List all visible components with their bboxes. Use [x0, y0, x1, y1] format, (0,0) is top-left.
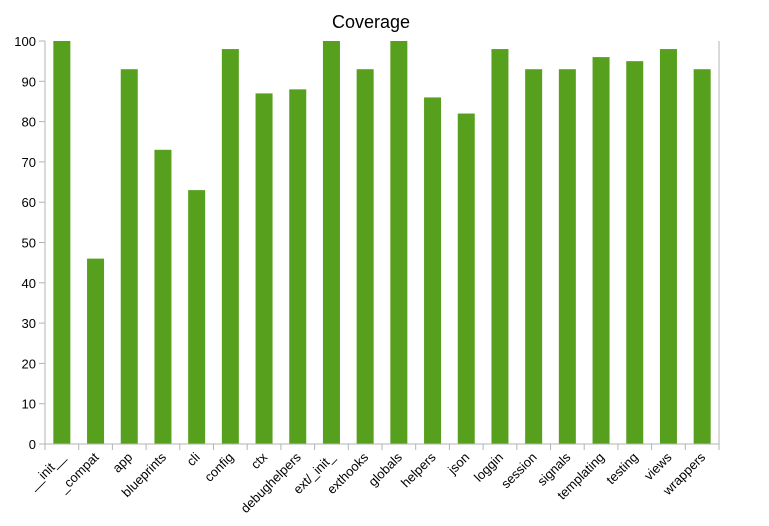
bar-ctx [255, 93, 273, 444]
bar-config [221, 49, 239, 445]
bar-testing [626, 61, 644, 445]
x-tick-label: app [109, 450, 135, 476]
bar-globals [390, 41, 408, 444]
bar-debughelpers [289, 89, 307, 445]
x-tick-label: testing [603, 450, 641, 488]
bar-compat [87, 258, 105, 444]
bar-views [659, 49, 677, 445]
y-tick-label: 50 [22, 236, 36, 251]
y-axis-ticks: 0 10 20 30 40 50 60 70 80 90 100 [14, 34, 45, 452]
y-tick-label: 70 [22, 155, 36, 170]
bar-app [120, 69, 138, 445]
x-tick-label: helpers [398, 449, 439, 490]
x-tick-label: ctx [248, 449, 271, 472]
y-tick-label: 40 [22, 276, 36, 291]
bar-loggin [491, 49, 509, 445]
bar-templating [592, 57, 610, 445]
bar-session [525, 69, 543, 445]
x-tick-label: globals [365, 449, 405, 489]
bar-blueprints [154, 149, 172, 444]
x-tick-label: session [498, 450, 540, 492]
y-tick-label: 80 [22, 115, 36, 130]
x-tick-label: config [201, 450, 236, 485]
bar-json [457, 113, 475, 444]
y-tick-label: 90 [22, 74, 36, 89]
y-tick-label: 0 [29, 437, 36, 452]
bars [53, 41, 711, 445]
y-tick-label: 100 [14, 34, 36, 49]
x-tick-label: json [444, 450, 472, 478]
x-tick-label: cli [183, 449, 202, 468]
y-tick-label: 60 [22, 195, 36, 210]
bar-wrappers [693, 69, 711, 445]
y-tick-label: 10 [22, 397, 36, 412]
bar-helpers [424, 97, 442, 445]
bar-init [53, 41, 71, 444]
bar-exthooks [356, 69, 374, 445]
bar-cli [188, 190, 206, 444]
bar-signals [558, 69, 576, 445]
chart-title: Coverage [332, 12, 410, 32]
y-tick-label: 30 [22, 316, 36, 331]
y-tick-label: 20 [22, 356, 36, 371]
bar-ext-init [322, 41, 340, 444]
axes [44, 41, 720, 445]
